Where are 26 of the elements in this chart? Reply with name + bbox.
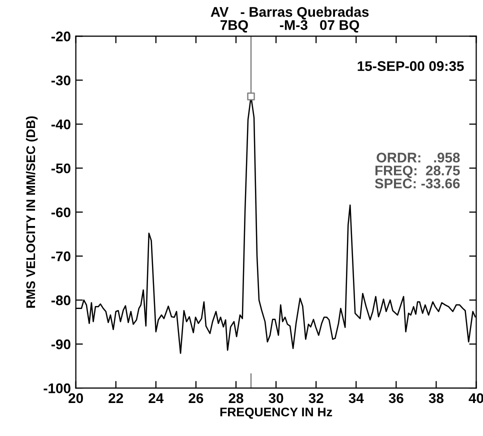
x-tick-label: 28 <box>228 393 244 404</box>
x-tick-label: 40 <box>468 393 483 404</box>
chart-subtitle: 7BQ -M-3 07 BQ <box>220 20 360 33</box>
y-tick-label: -100 <box>44 383 70 394</box>
x-tick-label: 34 <box>348 393 364 404</box>
y-tick-label: -70 <box>51 251 70 262</box>
x-tick-label: 24 <box>148 393 164 403</box>
x-tick-label: 22 <box>108 393 124 403</box>
annotation: 15-SEP-00 09:35 <box>358 61 464 72</box>
y-tick-label: -60 <box>51 207 70 218</box>
x-tick-label: 30 <box>268 393 284 404</box>
x-tick-label: 36 <box>388 393 404 404</box>
y-tick-label: -40 <box>51 119 70 130</box>
x-tick-label: 38 <box>428 393 444 404</box>
y-tick-label: -30 <box>51 76 70 86</box>
chart-title: AV - Barras Quebradas <box>210 6 369 20</box>
x-tick-label: 20 <box>68 393 83 404</box>
annotation: ORDR: .958 FREQ: 28.75 SPEC: -33.66 <box>374 152 460 188</box>
y-axis-title: RMS VELOCITY IN MM/SEC (DB) <box>26 116 38 308</box>
x-tick-label: 26 <box>188 393 204 404</box>
y-tick-label: -90 <box>51 339 70 350</box>
x-axis-title: FREQUENCY IN Hz <box>220 408 332 419</box>
x-tick-label: 32 <box>308 393 324 404</box>
y-tick-label: -80 <box>51 295 70 306</box>
y-tick-label: -20 <box>51 32 70 42</box>
y-tick-label: -50 <box>51 163 70 174</box>
